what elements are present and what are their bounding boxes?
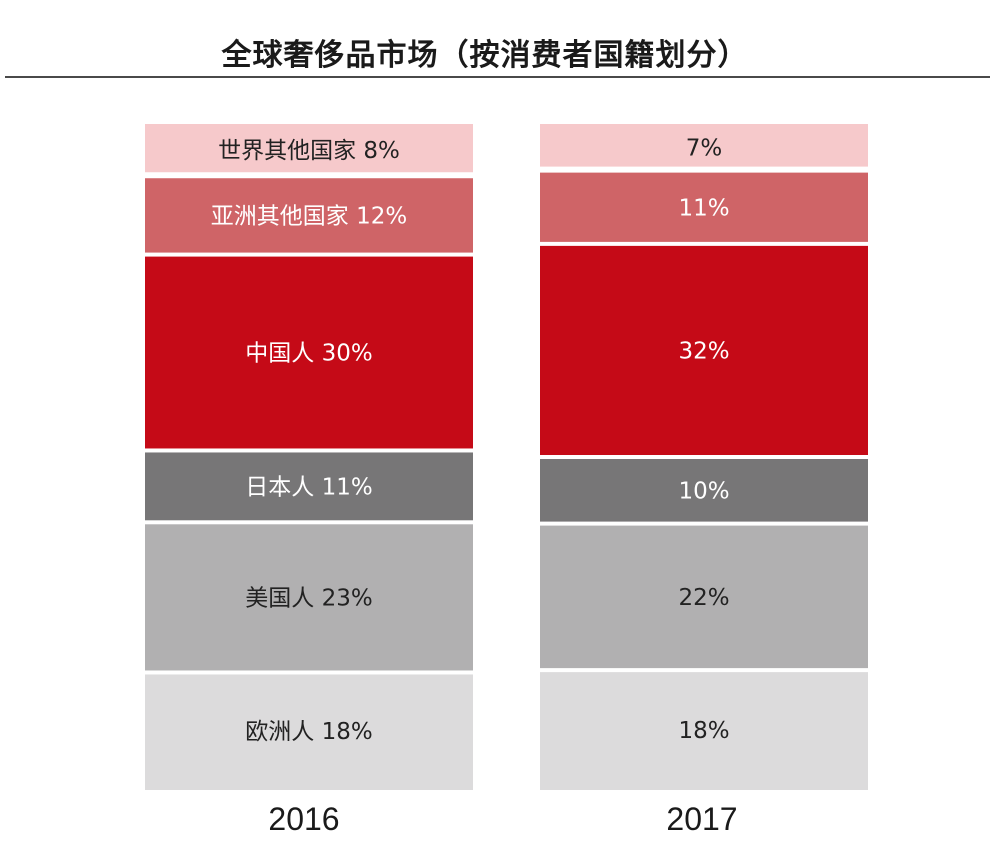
data-label-2016-1: 欧洲人 18% — [245, 719, 372, 745]
data-label-2017-1: 18% — [678, 718, 729, 744]
bar-segment-2016-5 — [145, 178, 473, 253]
bar-segment-2016-6 — [145, 124, 473, 173]
bar-segment-2017-5 — [540, 172, 868, 242]
bar-segment-2016-3 — [145, 452, 473, 521]
data-label-2017-4: 32% — [678, 338, 729, 364]
data-label-2017-3: 10% — [678, 478, 729, 504]
bar-segment-2017-3 — [540, 459, 868, 522]
segment-labels-group: 欧洲人 18% 美国人 23% 日本人 11% 中国人 30% 亚洲其他国家 12% 世界… — [211, 135, 730, 745]
bar-segment-2016-4 — [145, 256, 473, 449]
data-label-2016-6: 世界其他国家 8% — [218, 138, 400, 164]
bar-segment-2017-6 — [540, 124, 868, 167]
x-axis-labels-group: 2016 2017 — [268, 801, 737, 837]
data-label-2016-4: 中国人 30% — [245, 341, 372, 367]
data-label-2017-2: 22% — [678, 585, 729, 611]
bars-group — [145, 124, 868, 790]
x-tick-label-2017: 2017 — [666, 801, 737, 837]
bar-segment-2017-1 — [540, 672, 868, 790]
data-label-2017-6: 7% — [686, 135, 723, 161]
x-tick-label-2016: 2016 — [268, 801, 339, 837]
data-label-2016-2: 美国人 23% — [245, 585, 372, 611]
bar-segment-2017-4 — [540, 245, 868, 455]
bar-segment-2016-1 — [145, 674, 473, 790]
bar-segment-2017-2 — [540, 525, 868, 669]
data-label-2016-5: 亚洲其他国家 12% — [211, 203, 407, 229]
data-label-2016-3: 日本人 11% — [245, 474, 372, 500]
title-divider — [5, 76, 990, 78]
chart-title: 全球奢侈品市场（按消费者国籍划分） — [221, 38, 749, 73]
data-label-2017-5: 11% — [678, 195, 729, 221]
bar-segment-2016-2 — [145, 524, 473, 671]
